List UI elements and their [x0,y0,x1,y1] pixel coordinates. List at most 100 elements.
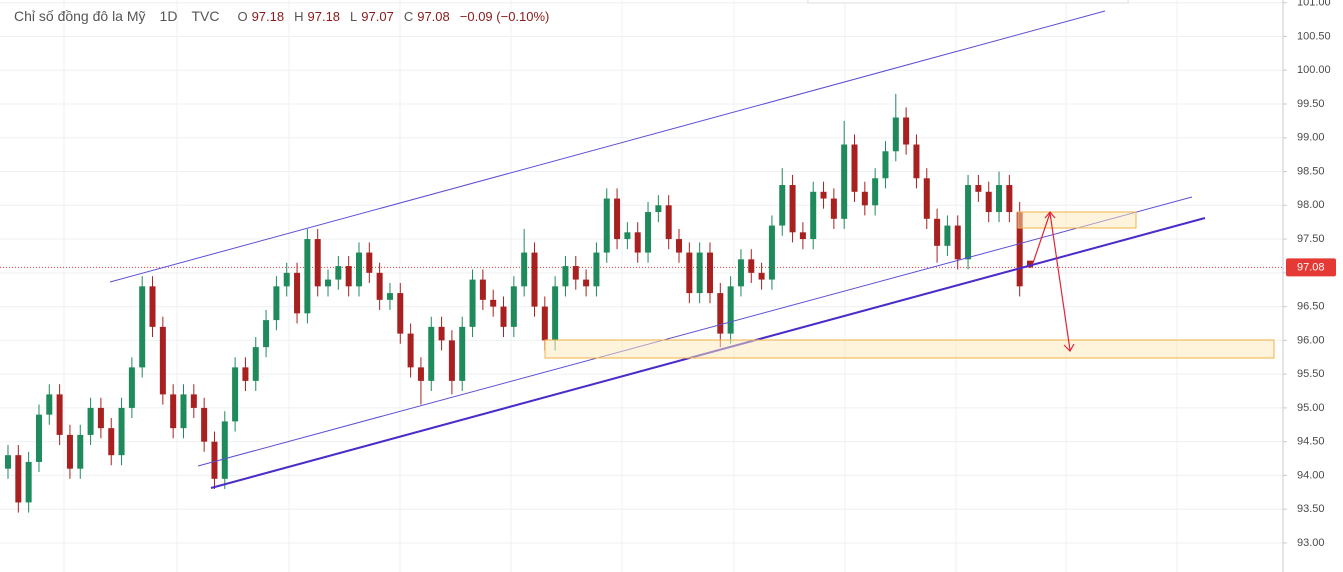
candle-body [304,239,311,314]
candle-body [810,191,817,240]
symbol: Chỉ số đồng đô la Mỹ [14,8,146,24]
candle-body [634,232,641,253]
candle-body [768,225,775,280]
candle-body [335,266,342,280]
support-zone [544,339,1275,359]
resistance-zone [1017,211,1137,229]
candle-body [965,185,972,260]
candle-body [263,320,270,348]
legend-header: Chỉ số đồng đô la Mỹ 1D TVC O 97.18 H 97.1… [14,8,555,24]
candle-body [665,205,672,240]
candle-body [985,191,992,213]
candle-body [913,144,920,179]
candle-body [706,252,713,294]
candle-body [325,279,332,287]
quote-key: L [350,9,358,24]
candle-body [5,455,11,469]
candle-body [944,225,951,246]
candle-body [603,198,610,253]
quote-value: 97.07 [361,9,394,24]
candle-body [469,279,476,327]
quote-key: O [237,9,248,24]
forecast-arrow [1032,212,1071,351]
y-tick-label: 100.00 [1297,64,1331,76]
candle-body [345,266,352,287]
quote-key: H [294,9,304,24]
candle-body [149,286,156,327]
candle-body [572,266,579,280]
candle-body [541,306,548,341]
candle-body [892,117,899,152]
quote-value: 97.18 [251,9,285,24]
exchange: TVC [191,8,220,24]
y-tick-label: 95.00 [1297,402,1325,414]
candle-body [562,266,569,287]
candle-body [799,232,806,240]
candle-body [355,252,362,287]
candle-body [789,185,796,233]
candle-body [954,225,961,260]
candle-body [975,185,982,192]
candle-body [583,279,590,287]
vertical-grid [63,0,1178,572]
candle-body [727,286,734,334]
candle-body [696,252,703,294]
candle-body [521,252,528,287]
candle-body [294,272,301,314]
candle-body [490,299,497,307]
candle-body [830,198,837,219]
y-tick-label: 99.00 [1297,132,1325,144]
y-tick-label: 93.00 [1297,537,1325,549]
candle-body [882,151,889,179]
y-tick-label: 97.50 [1297,233,1325,245]
y-tick-label: 98.00 [1297,199,1325,211]
candle-body [417,367,424,381]
quote-key: C [403,9,414,24]
y-tick-label: 96.00 [1297,334,1325,346]
candle-body [624,232,631,240]
candle-body [820,191,827,199]
candle-body [190,394,197,408]
candle-body [861,191,868,206]
quote-value: 97.08 [417,9,450,24]
candle-body [923,178,930,219]
candle-body [903,117,910,145]
candle-body [35,414,42,462]
candle-body [211,441,218,479]
candle-body [180,394,187,429]
candle-body [283,272,290,287]
candle-body [531,252,538,307]
y-tick-label: 94.50 [1297,436,1325,448]
candle-body [841,144,848,219]
candle-body [242,367,249,381]
candle-body [510,286,517,327]
candle-body [252,347,259,381]
y-tick-label: 96.50 [1297,301,1325,313]
candle-body [645,212,652,253]
interval: 1D [159,8,178,24]
candle-body [25,461,32,503]
candle-body [56,394,63,435]
change: −0.09 (−0.10%) [459,9,550,24]
candle-body [232,367,239,422]
candle-body [676,239,683,253]
candle-body [614,198,621,240]
candle-body [593,252,600,287]
candle-body [934,218,941,246]
candle-body [686,252,693,294]
candle-body [996,185,1003,213]
candle-body [479,279,486,300]
candle-body [15,455,22,503]
candle-body [407,333,414,368]
candle-body [108,428,115,456]
candle-body [139,286,146,368]
candle-body [128,367,135,408]
candle-body [1027,260,1033,268]
arrow-head [1044,211,1056,219]
candle-body [397,293,404,334]
candle-body [851,144,858,192]
candle-body [717,293,724,334]
quote-value: 97.18 [307,9,341,24]
